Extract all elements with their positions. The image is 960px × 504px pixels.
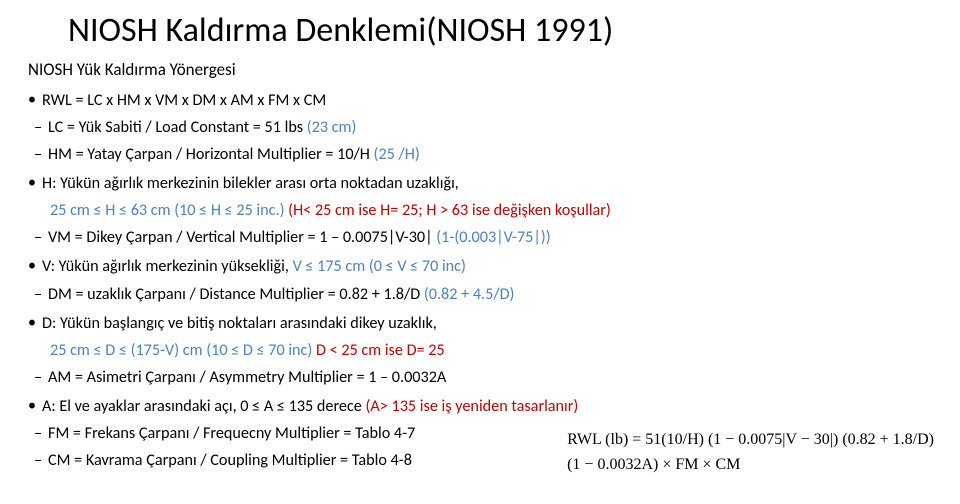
d-range-line: 25 cm ≤ D ≤ (175-V) cm (10 ≤ D ≤ 70 inc)…	[28, 338, 932, 363]
parameters: LC = Yük Sabiti / Load Constant = 51 lbs…	[28, 115, 932, 167]
lc-text: LC = Yük Sabiti / Load Constant = 51 lbs	[48, 118, 307, 137]
h-range-line: 25 cm ≤ H ≤ 63 cm (10 ≤ H ≤ 25 inc.) (H<…	[28, 198, 932, 223]
hm-line: HM = Yatay Çarpan / Horizontal Multiplie…	[34, 142, 932, 167]
a-note-red: (A> 135 ise iş yeniden tasarlanır)	[366, 397, 579, 416]
h-note: H: Yükün ağırlık merkezinin bilekler ara…	[28, 171, 932, 196]
vm-line: VM = Dikey Çarpan / Vertical Multiplier …	[34, 225, 932, 250]
dm-metric: (0.82 + 4.5/D)	[424, 285, 515, 304]
formula-line-2: (1 − 0.0032A) × FM × CM	[567, 453, 934, 478]
subtitle: NIOSH Yük Kaldırma Yönergesi	[28, 57, 932, 83]
a-note-text: A: El ve ayaklar arasındaki açı, 0 ≤ A ≤…	[42, 397, 366, 416]
v-note-blue: V ≤ 175 cm (0 ≤ V ≤ 70 inc)	[293, 257, 466, 276]
h-range-red: (H< 25 cm ise H= 25; H > 63 ise değişken…	[288, 201, 611, 220]
lc-line: LC = Yük Sabiti / Load Constant = 51 lbs…	[34, 115, 932, 140]
equation-list-2: VM = Dikey Çarpan / Vertical Multiplier …	[28, 225, 932, 335]
vm-text: VM = Dikey Çarpan / Vertical Multiplier …	[48, 228, 436, 247]
d-note: D: Yükün başlangıç ve bitiş noktaları ar…	[28, 311, 932, 336]
dm-line: DM = uzaklık Çarpanı / Distance Multipli…	[34, 282, 932, 307]
hm-text: HM = Yatay Çarpan / Horizontal Multiplie…	[48, 145, 374, 164]
formula-line-1: RWL (lb) = 51(10/H) (1 − 0.0075|V − 30|)…	[567, 428, 934, 453]
rwl-equation: RWL = LC x HM x VM x DM x AM x FM x CM	[28, 88, 932, 113]
parameters-2: VM = Dikey Çarpan / Vertical Multiplier …	[28, 225, 932, 250]
vm-metric: (1-(0.003|V-75|))	[436, 228, 550, 247]
v-note-text: V: Yükün ağırlık merkezinin yüksekliği,	[42, 257, 293, 276]
parameters-3: DM = uzaklık Çarpanı / Distance Multipli…	[28, 282, 932, 307]
rwl-formula-serif: RWL (lb) = 51(10/H) (1 − 0.0075|V − 30|)…	[567, 428, 934, 478]
hm-metric: (25 /H)	[374, 145, 420, 164]
dm-text: DM = uzaklık Çarpanı / Distance Multipli…	[48, 285, 424, 304]
page-title: NIOSH Kaldırma Denklemi(NIOSH 1991)	[68, 12, 932, 49]
equation-list: RWL = LC x HM x VM x DM x AM x FM x CM L…	[28, 88, 932, 196]
parameters-4: AM = Asimetri Çarpanı / Asymmetry Multip…	[28, 365, 932, 390]
am-line: AM = Asimetri Çarpanı / Asymmetry Multip…	[34, 365, 932, 390]
a-note: A: El ve ayaklar arasındaki açı, 0 ≤ A ≤…	[28, 394, 932, 419]
h-range-blue: 25 cm ≤ H ≤ 63 cm (10 ≤ H ≤ 25 inc.)	[50, 201, 288, 220]
lc-metric: (23 cm)	[307, 118, 357, 137]
v-note: V: Yükün ağırlık merkezinin yüksekliği, …	[28, 254, 932, 279]
d-range-red: D < 25 cm ise D= 25	[316, 341, 445, 360]
d-range-blue: 25 cm ≤ D ≤ (175-V) cm (10 ≤ D ≤ 70 inc)	[50, 341, 316, 360]
